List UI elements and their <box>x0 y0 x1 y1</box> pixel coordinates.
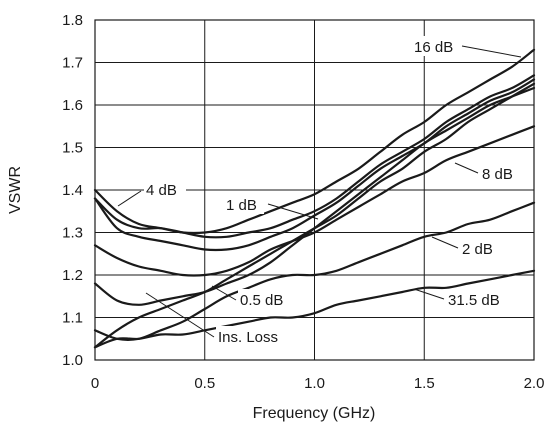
y-tick-label: 1.7 <box>62 55 83 72</box>
plot-frame <box>94 19 535 361</box>
leader-ins-loss <box>145 292 215 338</box>
y-tick-label: 1.1 <box>62 310 83 327</box>
leader-2db <box>431 236 459 249</box>
tick-labels: 1.0 1.1 1.2 1.3 1.4 1.5 1.6 1.7 1.8 0 0.5 1.0 1.5 2.0 <box>62 12 544 392</box>
label-8db: 8 dB <box>482 166 513 183</box>
label-0-5db: 0.5 dB <box>240 292 283 309</box>
x-tick-label: 1.5 <box>414 375 435 392</box>
y-axis-title: VSWR <box>7 166 24 214</box>
y-tick-label: 1.5 <box>62 140 83 157</box>
y-tick-label: 1.0 <box>62 352 83 369</box>
leader-16db <box>461 45 522 58</box>
y-tick-label: 1.6 <box>62 97 83 114</box>
leader-4db <box>117 190 142 207</box>
series-line-2-db <box>93 201 536 341</box>
y-tick-label: 1.2 <box>62 267 83 284</box>
label-4db: 4 dB <box>146 182 177 199</box>
series-curves <box>93 48 536 349</box>
series-line-8-db <box>93 125 536 277</box>
series-line-31-5-db <box>93 269 536 349</box>
leader-31-5db <box>413 288 445 300</box>
label-1db: 1 dB <box>226 197 257 214</box>
y-tick-label: 1.3 <box>62 225 83 242</box>
leader-0-5db <box>211 285 237 301</box>
series-line-1-db <box>93 78 536 252</box>
x-axis-title: Frequency (GHz) <box>253 405 376 422</box>
label-16db: 16 dB <box>414 39 453 56</box>
x-tick-label: 0.5 <box>194 375 215 392</box>
x-tick-label: 0 <box>91 375 99 392</box>
label-ins-loss: Ins. Loss <box>218 329 278 346</box>
label-leader-lines <box>117 45 522 338</box>
leader-8db <box>454 162 479 174</box>
label-2db: 2 dB <box>462 241 493 258</box>
label-31-5db: 31.5 dB <box>448 292 500 309</box>
x-tick-label: 2.0 <box>524 375 545 392</box>
y-tick-label: 1.8 <box>62 12 83 29</box>
series-line-4-db <box>93 74 536 239</box>
leader-1db <box>267 203 319 220</box>
y-tick-label: 1.4 <box>62 182 83 199</box>
x-tick-label: 1.0 <box>304 375 325 392</box>
curve-labels: 16 dB 4 dB 1 dB 8 dB 0.5 dB Ins. Loss 2 … <box>144 36 522 346</box>
